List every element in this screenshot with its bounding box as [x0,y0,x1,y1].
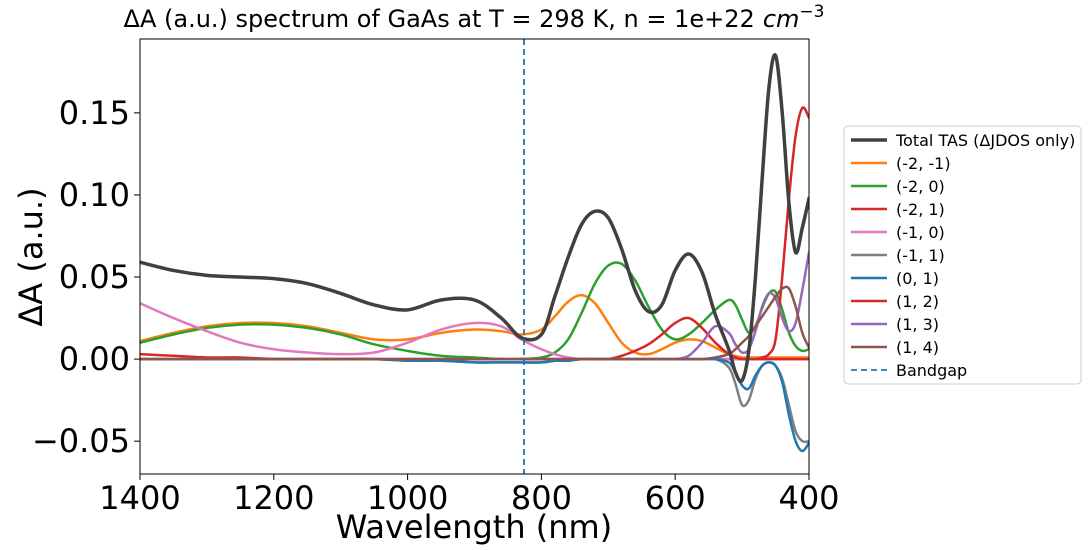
legend-label: (1, 3) [896,315,939,334]
legend-label: (-2, 1) [896,200,945,219]
plot-frame [139,38,810,475]
y-tick-label: 0.00 [59,340,130,378]
series-line-3 [140,106,809,361]
y-tick-label: 0.05 [59,258,130,296]
y-axis: −0.05 0.00 0.05 0.10 0.15 [32,94,140,460]
chart-title: ΔA (a.u.) spectrum of GaAs at T = 298 K,… [124,2,825,33]
title-unit-exponent: −3 [799,2,824,22]
legend-label: (-2, 0) [896,177,945,196]
series-layer [140,53,809,453]
legend-box [843,125,1082,385]
x-axis: 1400 1200 1000 800 600 400 [99,474,840,517]
legend-label: (-2, -1) [896,154,951,173]
y-tick-label: 0.15 [59,94,130,132]
legend: Total TAS (ΔJDOS only) (-2, -1) (-2, 0) (-2… [843,125,1082,385]
title-unit: cm [763,5,800,33]
series-line-6 [140,357,809,453]
x-tick-label: 1400 [99,479,180,517]
series-line-9 [140,285,809,361]
x-tick-label: 1000 [367,479,448,517]
legend-label: Bandgap [896,361,967,380]
legend-label: (1, 2) [896,292,939,311]
series-line-0 [140,53,809,384]
y-axis-label: ΔA (a.u.) [12,187,50,326]
legend-label: (-1, 1) [896,246,945,265]
x-axis-label: Wavelength (nm) [336,508,612,546]
legend-label: (-1, 0) [896,223,945,242]
legend-label: (0, 1) [896,269,939,288]
series-line-1 [140,293,809,359]
legend-label: Total TAS (ΔJDOS only) [895,131,1075,150]
legend-label: (1, 4) [896,338,939,357]
x-tick-label: 400 [778,479,839,517]
x-tick-label: 1200 [233,479,314,517]
y-tick-label: −0.05 [32,422,130,460]
x-tick-label: 600 [645,479,706,517]
y-tick-label: 0.10 [59,176,130,214]
series-line-5 [140,357,809,444]
x-tick-label: 800 [511,479,572,517]
